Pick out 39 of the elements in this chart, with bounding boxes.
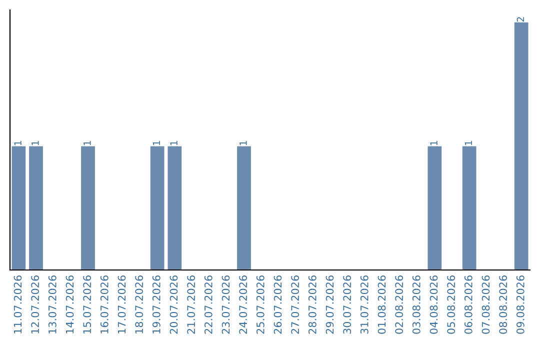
x-tick-label: 16.07.2026 [100, 276, 108, 334]
x-tick-label: 30.07.2026 [343, 276, 352, 334]
x-tick-label: 02.08.2026 [395, 276, 404, 334]
x-tick-label: 13.07.2026 [48, 276, 56, 334]
x-tick-label: 07.08.2026 [482, 276, 490, 334]
data-label: 1 [464, 140, 472, 146]
x-tick-label: 29.07.2026 [326, 276, 334, 334]
x-tick-label: 26.07.2026 [274, 276, 282, 334]
x-tick-label: 11.07.2026 [14, 276, 22, 334]
data-label: 1 [14, 140, 22, 146]
data-label: 1 [430, 140, 438, 146]
x-tick-label: 09.08.2026 [516, 276, 524, 334]
x-tick-label: 27.07.2026 [291, 276, 300, 334]
data-label: 1 [170, 140, 178, 146]
x-tick-label: 28.07.2026 [308, 276, 316, 334]
data-label: 1 [152, 140, 160, 146]
x-tick-label: 31.07.2026 [360, 276, 368, 334]
x-tick-label: 19.07.2026 [152, 276, 160, 334]
x-tick-label: 15.07.2026 [83, 276, 92, 334]
x-tick-label: 24.07.2026 [239, 276, 248, 334]
x-tick-label: 03.08.2026 [412, 276, 420, 334]
x-tick-label: 20.07.2026 [170, 276, 178, 334]
x-tick-label: 12.07.2026 [31, 276, 40, 334]
data-label: 1 [32, 140, 39, 146]
data-label: 2 [516, 17, 524, 22]
x-tick-label: 01.08.2026 [378, 276, 386, 334]
x-tick-label: 05.08.2026 [447, 276, 456, 334]
data-label: 1 [240, 140, 247, 146]
x-tick-label: 06.08.2026 [464, 276, 472, 334]
x-tick-label: 22.07.2026 [204, 276, 212, 334]
x-tick-label: 17.07.2026 [118, 276, 126, 334]
x-tick-label: 14.07.2026 [66, 276, 74, 334]
x-tick-label: 04.08.2026 [430, 276, 438, 334]
x-tick-label: 18.07.2026 [135, 276, 144, 334]
x-tick-label: 08.08.2026 [499, 276, 508, 334]
x-tick-label: 25.07.2026 [256, 276, 264, 334]
x-tick-label: 23.07.2026 [222, 276, 230, 334]
x-tick-label: 21.07.2026 [187, 276, 196, 334]
data-label: 1 [84, 140, 91, 146]
